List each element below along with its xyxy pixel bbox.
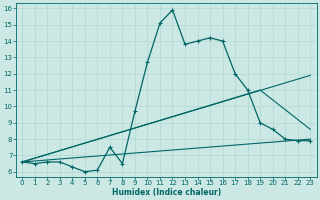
X-axis label: Humidex (Indice chaleur): Humidex (Indice chaleur) [112,188,221,197]
